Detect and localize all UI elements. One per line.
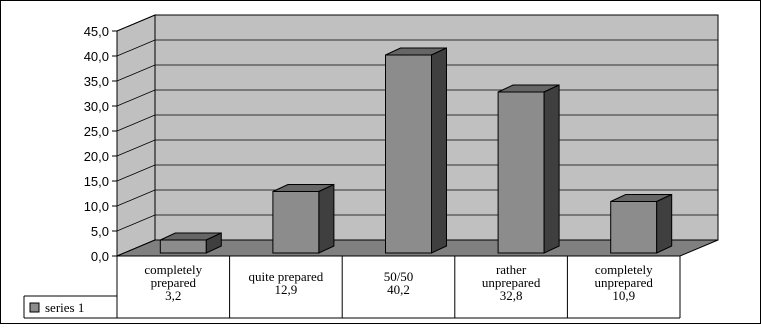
bar <box>611 202 657 254</box>
y-tick-label: 45,0 <box>84 24 109 39</box>
bar <box>386 55 432 253</box>
y-tick-label: 5,0 <box>91 224 109 239</box>
bar <box>498 92 544 253</box>
chart-side-wall <box>117 15 155 256</box>
bar-side <box>432 48 447 253</box>
data-value-label: 32,8 <box>500 288 523 303</box>
data-value-label: 12,9 <box>275 282 298 297</box>
y-tick-label: 20,0 <box>84 149 109 164</box>
bar-side <box>319 185 334 254</box>
y-tick-label: 35,0 <box>84 74 109 89</box>
bar-side <box>657 195 672 254</box>
y-tick-label: 15,0 <box>84 174 109 189</box>
bar-side <box>544 85 559 253</box>
bar <box>273 192 319 254</box>
y-tick-label: 0,0 <box>91 249 109 264</box>
y-tick-label: 10,0 <box>84 199 109 214</box>
data-value-label: 3,2 <box>165 288 181 303</box>
data-value-label: 40,2 <box>387 282 410 297</box>
y-tick-label: 30,0 <box>84 99 109 114</box>
y-tick-label: 40,0 <box>84 49 109 64</box>
bar <box>160 240 206 253</box>
data-value-label: 10,9 <box>612 288 635 303</box>
y-tick-label: 25,0 <box>84 124 109 139</box>
legend-label: series 1 <box>45 300 84 315</box>
legend-swatch <box>30 303 39 312</box>
